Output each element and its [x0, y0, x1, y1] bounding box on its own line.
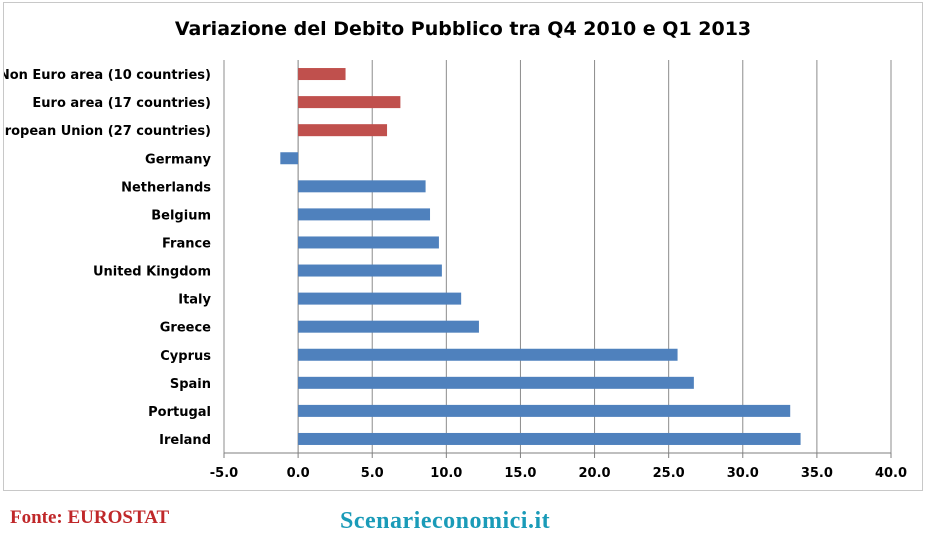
- x-tick-label: 10.0: [430, 466, 462, 481]
- bar-chart: Variazione del Debito Pubblico tra Q4 20…: [4, 18, 907, 481]
- category-label: Portugal: [148, 405, 211, 420]
- category-label: Spain: [170, 377, 211, 392]
- bar: [298, 208, 431, 221]
- bar: [298, 236, 439, 249]
- x-tick-label: 5.0: [361, 466, 384, 481]
- category-label: Netherlands: [121, 180, 211, 195]
- x-tick-label: 20.0: [579, 466, 611, 481]
- x-tick-label: 0.0: [287, 466, 310, 481]
- bar: [298, 320, 479, 333]
- category-label: Euro area (17 countries): [32, 96, 211, 111]
- bar: [298, 292, 462, 305]
- source-label: Fonte: EUROSTAT: [10, 507, 170, 528]
- category-label: United Kingdom: [93, 265, 211, 280]
- bar: [298, 68, 346, 81]
- bar: [298, 432, 801, 445]
- bar: [298, 180, 426, 193]
- category-label: European Union (27 countries): [4, 124, 211, 139]
- category-label: Greece: [160, 321, 211, 336]
- bar: [298, 96, 401, 109]
- bar: [298, 264, 442, 277]
- category-label: Belgium: [151, 208, 211, 223]
- category-label: Non Euro area (10 countries): [4, 68, 211, 83]
- chart-frame: Variazione del Debito Pubblico tra Q4 20…: [3, 2, 923, 491]
- bar: [298, 124, 388, 137]
- bar: [298, 404, 791, 417]
- chart-title: Variazione del Debito Pubblico tra Q4 20…: [175, 18, 751, 40]
- bar: [298, 348, 678, 361]
- x-tick-label: 25.0: [653, 466, 685, 481]
- category-labels: Non Euro area (10 countries) Euro area (1…: [4, 68, 212, 448]
- x-tick-label: 30.0: [727, 466, 759, 481]
- bar: [280, 152, 299, 165]
- bars: [280, 68, 801, 445]
- site-label: Scenarieconomici.it: [340, 508, 551, 534]
- x-tick-label: 35.0: [801, 466, 833, 481]
- category-label: Italy: [178, 293, 211, 308]
- category-label: Ireland: [159, 433, 211, 448]
- x-tick-label: 15.0: [504, 466, 536, 481]
- bar: [298, 376, 694, 389]
- category-label: Germany: [145, 152, 211, 167]
- x-tick-labels: -5.0 0.0 5.0 10.0 15.0 20.0 25.0 30.0 35.0 40.0: [210, 466, 907, 481]
- category-label: France: [162, 236, 211, 251]
- x-tick-label: -5.0: [210, 466, 238, 481]
- category-label: Cyprus: [160, 349, 211, 364]
- gridlines: [223, 60, 892, 458]
- x-tick-label: 40.0: [875, 466, 907, 481]
